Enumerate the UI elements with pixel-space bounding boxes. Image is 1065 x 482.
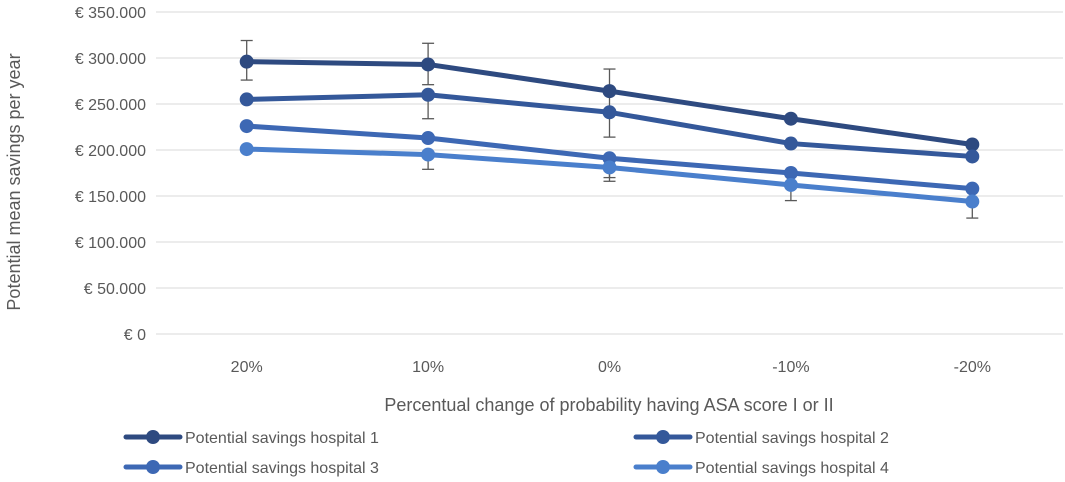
legend-swatch-marker — [656, 460, 670, 474]
data-point — [965, 194, 980, 209]
x-tick-label: -10% — [772, 359, 809, 376]
data-point — [421, 147, 436, 162]
legend: Potential savings hospital 1 Potential sa… — [123, 430, 889, 477]
x-tick-labels: 20% 10% 0% -10% -20% — [231, 359, 991, 376]
data-point — [421, 87, 436, 102]
y-tick-label: € 0 — [124, 327, 146, 344]
y-tick-label: € 350.000 — [75, 5, 146, 22]
data-point — [602, 160, 617, 175]
legend-label: Potential savings hospital 2 — [695, 430, 889, 447]
data-point — [783, 177, 798, 192]
x-tick-label: 20% — [231, 359, 263, 376]
y-tick-label: € 200.000 — [75, 143, 146, 160]
data-point — [602, 84, 617, 99]
y-tick-label: € 150.000 — [75, 189, 146, 206]
legend-label: Potential savings hospital 3 — [185, 460, 379, 477]
x-tick-label: 0% — [598, 359, 621, 376]
legend-item: Potential savings hospital 1 — [123, 430, 379, 447]
data-point — [239, 142, 254, 157]
legend-item: Potential savings hospital 4 — [633, 460, 889, 477]
x-tick-label: 10% — [412, 359, 444, 376]
x-tick-label: -20% — [954, 359, 991, 376]
legend-swatch-marker — [146, 430, 160, 444]
data-point — [965, 181, 980, 196]
data-point — [965, 137, 980, 152]
data-point — [239, 92, 254, 107]
data-point — [965, 149, 980, 164]
legend-item: Potential savings hospital 3 — [123, 460, 379, 477]
series-points — [239, 54, 980, 209]
y-tick-label: € 100.000 — [75, 235, 146, 252]
y-tick-label: € 50.000 — [84, 281, 146, 298]
data-point — [783, 136, 798, 151]
data-point — [239, 54, 254, 69]
y-axis-title: Potential mean savings per year — [4, 53, 24, 310]
legend-label: Potential savings hospital 1 — [185, 430, 379, 447]
data-point — [421, 131, 436, 146]
x-axis-title: Percentual change of probability having … — [384, 395, 833, 415]
data-point — [239, 119, 254, 134]
y-tick-label: € 250.000 — [75, 97, 146, 114]
legend-item: Potential savings hospital 2 — [633, 430, 889, 447]
y-tick-labels: € 0 € 50.000 € 100.000 € 150.000 € 200.000 € … — [75, 5, 146, 344]
legend-swatch-marker — [146, 460, 160, 474]
legend-label: Potential savings hospital 4 — [695, 460, 889, 477]
data-point — [421, 57, 436, 72]
data-point — [602, 105, 617, 120]
data-point — [783, 166, 798, 180]
data-point — [783, 111, 798, 126]
y-tick-label: € 300.000 — [75, 51, 146, 68]
legend-swatch-marker — [656, 430, 670, 444]
